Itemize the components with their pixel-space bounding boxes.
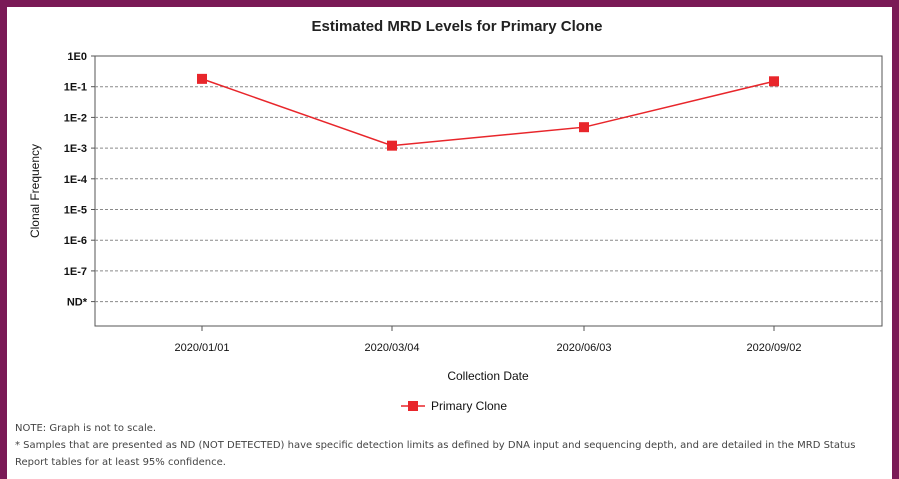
y-tick-label: 1E-2 xyxy=(64,112,87,124)
legend-marker xyxy=(408,401,418,411)
series-line xyxy=(201,78,775,147)
mrd-chart: Estimated MRD Levels for Primary Clone 1… xyxy=(28,18,883,413)
plot-area xyxy=(94,55,883,327)
page-frame-right xyxy=(892,0,899,479)
data-point-marker xyxy=(197,73,207,84)
x-tick-label: 2020/06/03 xyxy=(556,342,611,354)
x-axis-ticks: 2020/01/01 2020/03/04 2020/06/03 2020/09/02 xyxy=(174,326,802,354)
y-axis-label: Clonal Frequency xyxy=(28,144,42,238)
note-nd-definition: * Samples that are presented as ND (NOT … xyxy=(15,440,856,468)
data-point-marker xyxy=(579,122,589,133)
series-primary-clone xyxy=(197,73,779,151)
footnotes: NOTE: Graph is not to scale. * Samples t… xyxy=(15,420,885,471)
y-tick-label: 1E-1 xyxy=(64,82,87,94)
y-tick-label: 1E-3 xyxy=(64,143,87,155)
legend: Primary Clone xyxy=(401,399,507,413)
data-point-marker xyxy=(387,140,397,151)
y-axis-ticks: 1E0 1E-1 1E-2 1E-3 1E-4 1E-5 1E-6 1E-7 ND* xyxy=(64,51,95,309)
y-tick-label: ND* xyxy=(67,297,88,309)
legend-label: Primary Clone xyxy=(431,399,507,413)
x-tick-label: 2020/01/01 xyxy=(174,342,229,354)
y-tick-label: 1E-6 xyxy=(64,235,87,247)
y-tick-label: 1E-4 xyxy=(64,174,88,186)
x-tick-label: 2020/09/02 xyxy=(746,342,801,354)
x-axis-label: Collection Date xyxy=(447,369,529,383)
data-point-marker xyxy=(769,76,779,87)
y-tick-label: 1E0 xyxy=(67,51,87,63)
y-tick-label: 1E-7 xyxy=(64,266,87,278)
note-not-to-scale: NOTE: Graph is not to scale. xyxy=(15,423,157,434)
x-tick-label: 2020/03/04 xyxy=(364,342,419,354)
y-tick-label: 1E-5 xyxy=(64,205,87,217)
chart-title: Estimated MRD Levels for Primary Clone xyxy=(312,18,603,35)
